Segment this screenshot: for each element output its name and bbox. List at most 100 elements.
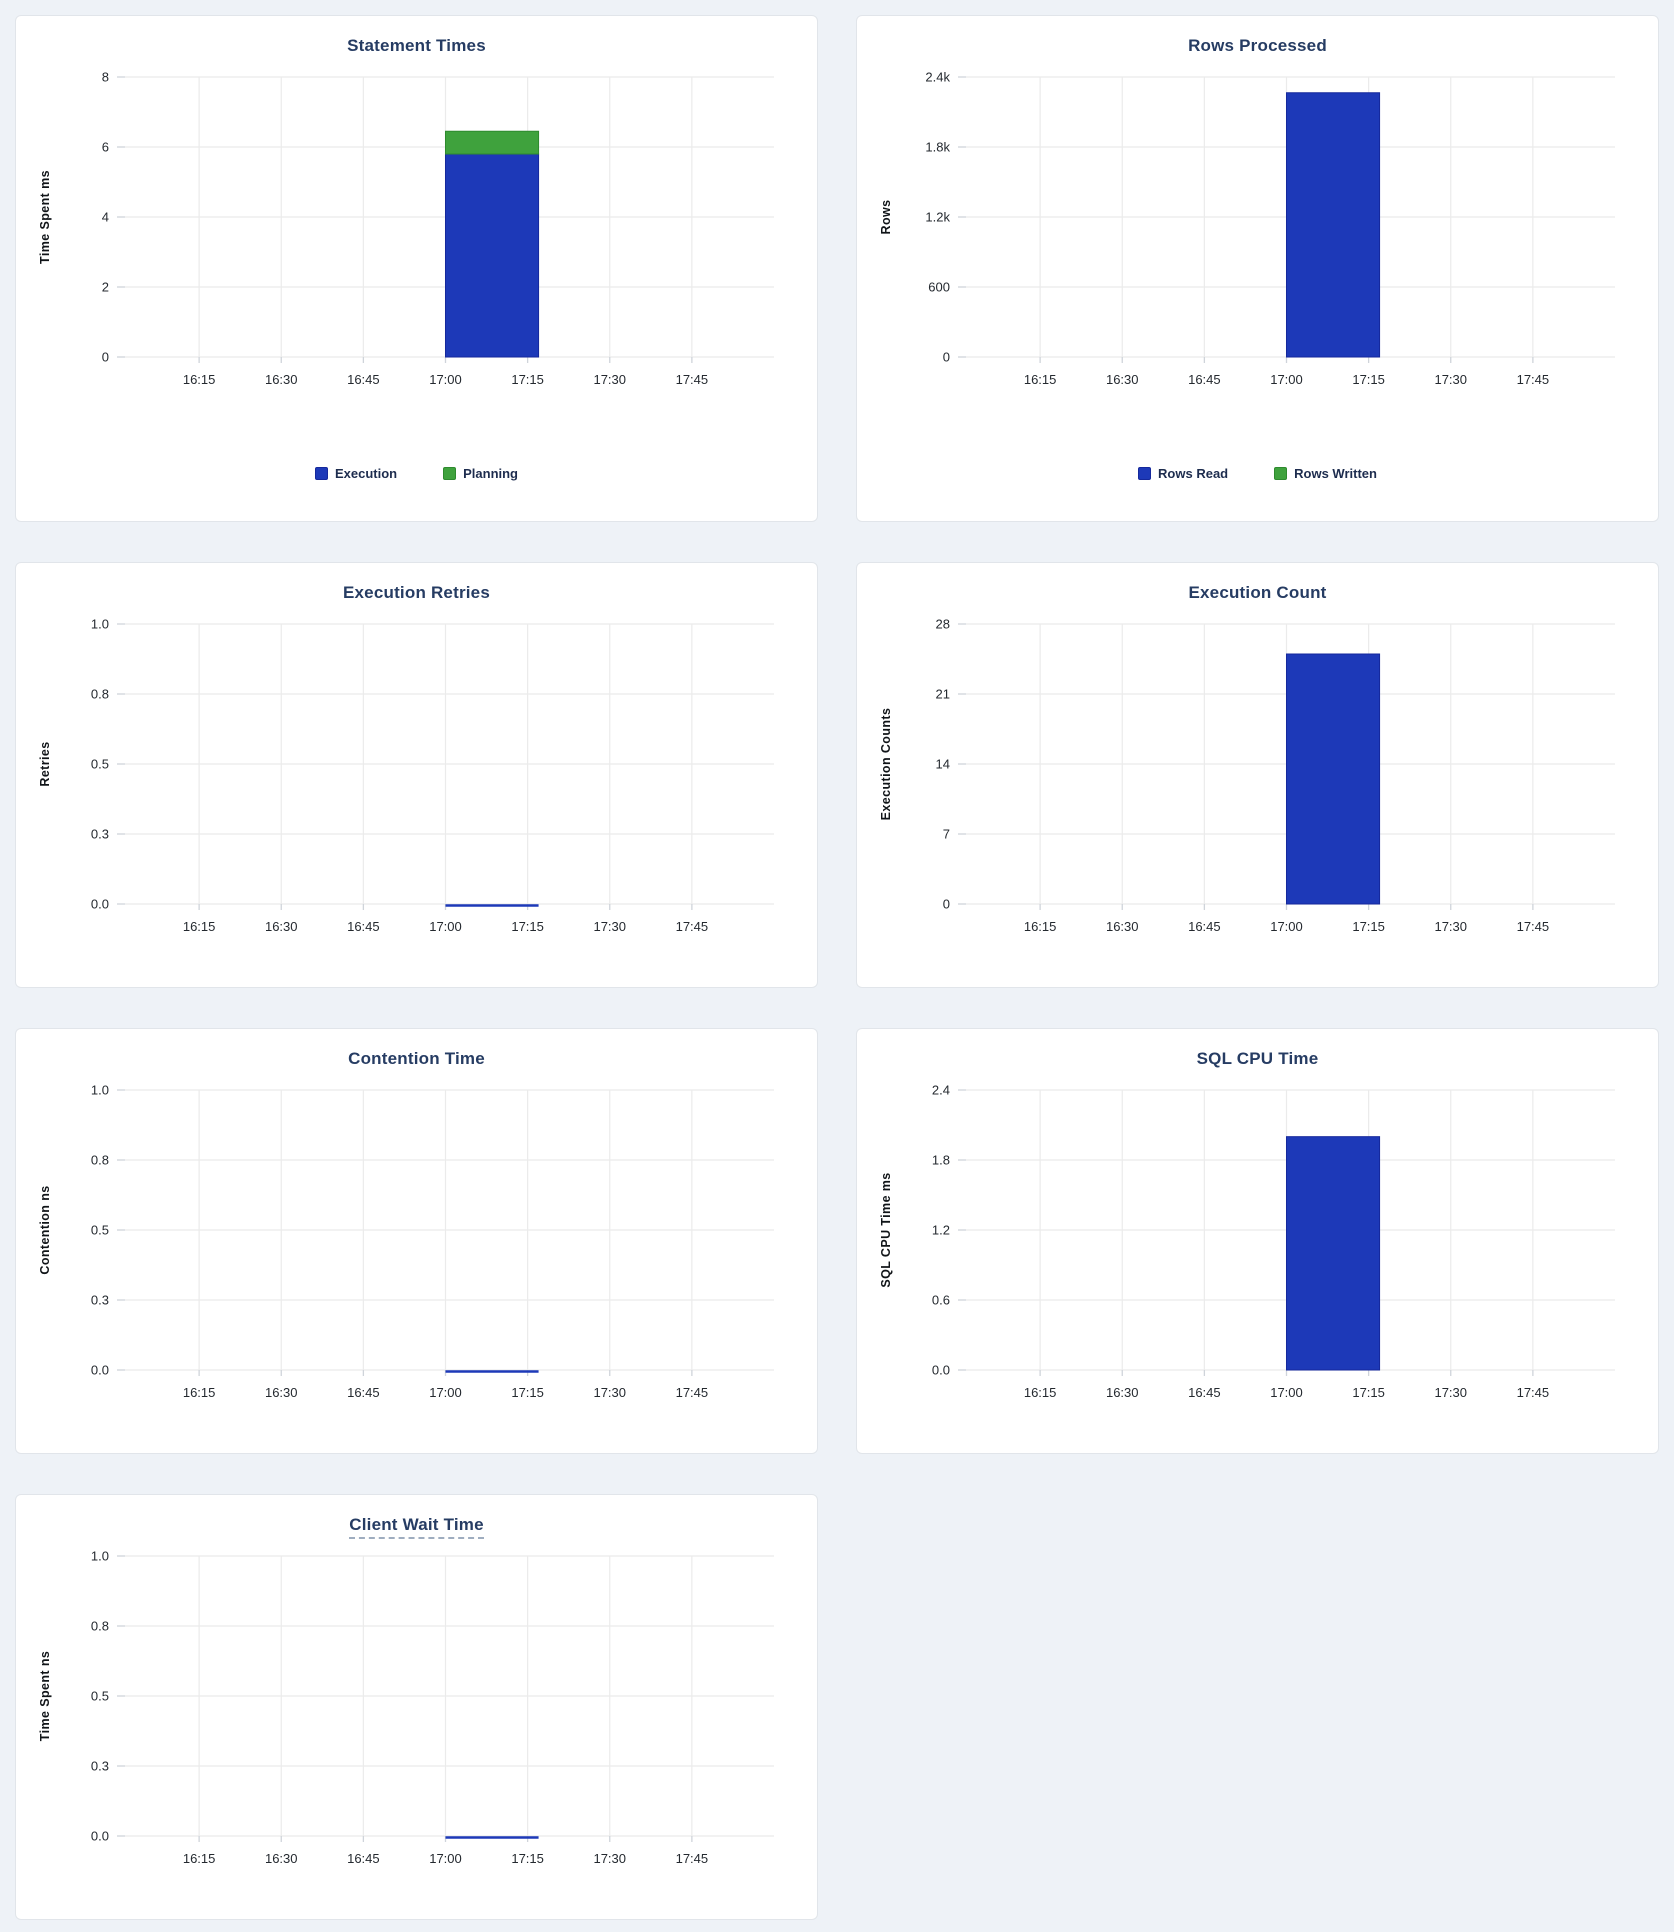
chart-card-execution-retries: Execution Retries 0.0 0.3 0.5 0.8 1.0 16:15 16… [15,562,818,988]
x-tick-label: 17:30 [593,1385,626,1400]
planning-swatch-icon [443,467,457,480]
chart-title: Client Wait Time [16,1495,817,1541]
statement-times-chart[interactable]: 0 2 4 6 8 16:15 16:30 16:45 17:00 17:15 17:30 17:45… [17,62,817,440]
x-tick-label: 17:00 [1270,1385,1303,1400]
contention-time-chart[interactable]: 0.0 0.3 0.5 0.8 1.0 16:15 16:30 16:45 17:00 17:15… [17,1075,817,1453]
x-tick-label: 16:30 [1105,919,1138,934]
x-tick-label: 17:45 [675,1851,708,1866]
rows-processed-chart[interactable]: 0 600 1.2k 1.8k 2.4k 16:15 16:30 16:45 17:00 17:1… [858,62,1658,440]
x-tick-label: 16:30 [1105,372,1138,387]
x-tick-label: 16:15 [182,1851,215,1866]
x-tick-label: 17:45 [675,919,708,934]
y-tick-label: 0.6 [931,1293,949,1308]
x-tick-label: 16:45 [347,919,380,934]
bar-segment[interactable] [444,130,539,155]
legend-item-rows-read: Rows Read [1138,466,1228,481]
x-tick-label: 17:30 [593,919,626,934]
chart-title: Contention Time [16,1029,817,1075]
x-tick-label: 16:45 [1188,372,1221,387]
y-tick-label: 0.0 [90,1363,108,1378]
legend-item-planning: Planning [443,466,518,481]
client-wait-time-chart[interactable]: 0.0 0.3 0.5 0.8 1.0 16:15 16:30 16:45 17:00 17:15… [17,1541,817,1919]
x-tick-label: 17:15 [1352,372,1385,387]
chart-legend: Execution Planning [16,466,817,521]
x-tick-label: 16:30 [264,919,297,934]
y-tick-label: 8 [101,70,108,85]
y-tick-label: 1.0 [90,1549,108,1564]
y-tick-label: 0.8 [90,1619,108,1634]
chart-title-text: Statement Times [347,36,486,55]
y-axis-label: SQL CPU Time ms [879,1172,893,1287]
x-tick-label: 17:00 [1270,372,1303,387]
x-tick-label: 16:45 [347,1851,380,1866]
execution-retries-chart[interactable]: 0.0 0.3 0.5 0.8 1.0 16:15 16:30 16:45 17:00 17:15… [17,609,817,987]
y-tick-label: 14 [935,757,949,772]
x-tick-label: 16:15 [182,1385,215,1400]
y-axis-label: Execution Counts [879,708,893,821]
y-tick-label: 0.5 [90,757,108,772]
legend-label: Planning [463,466,518,481]
y-tick-label: 2.4k [925,70,950,85]
x-tick-label: 17:30 [593,1851,626,1866]
y-tick-label: 0.0 [931,1363,949,1378]
chart-title: Rows Processed [857,16,1658,62]
y-tick-label: 7 [942,827,949,842]
y-axis-label: Rows [879,200,893,235]
y-tick-label: 0.3 [90,1759,108,1774]
y-tick-label: 0.0 [90,897,108,912]
y-tick-label: 0 [101,350,108,365]
execution-swatch-icon [314,467,328,480]
chart-card-execution-count: Execution Count 0 7 14 21 28 16:15 16:30 16:45 1… [856,562,1659,988]
chart-title: Execution Retries [16,563,817,609]
x-tick-label: 16:45 [1188,919,1221,934]
y-tick-label: 0.8 [90,687,108,702]
x-tick-label: 16:15 [1023,919,1056,934]
y-tick-label: 0.3 [90,827,108,842]
y-axis-label: Time Spent ns [38,1651,52,1741]
legend-label: Execution [334,466,398,481]
x-tick-label: 17:00 [429,1851,462,1866]
x-tick-label: 17:45 [1516,372,1549,387]
x-tick-label: 17:45 [1516,919,1549,934]
y-tick-label: 0.8 [90,1153,108,1168]
bar-segment[interactable] [1285,1136,1380,1371]
execution-count-chart[interactable]: 0 7 14 21 28 16:15 16:30 16:45 17:00 17:15 17:30 17… [858,609,1658,987]
x-tick-label: 16:15 [1023,1385,1056,1400]
y-axis-label: Contention ns [38,1185,52,1274]
legend-item-rows-written: Rows Written [1274,466,1377,481]
y-tick-label: 1.8k [925,140,950,155]
bar-segment[interactable] [1285,92,1380,358]
x-tick-label: 17:15 [511,372,544,387]
x-tick-label: 17:30 [593,372,626,387]
rows-read-swatch-icon [1138,467,1152,480]
y-tick-label: 28 [935,617,949,632]
x-tick-label: 16:15 [182,919,215,934]
x-tick-label: 17:30 [1434,372,1467,387]
bar-segment[interactable] [1285,653,1380,905]
x-tick-label: 17:00 [1270,919,1303,934]
x-tick-label: 17:15 [511,919,544,934]
legend-label: Rows Written [1294,466,1377,481]
sql-cpu-time-chart[interactable]: 0.0 0.6 1.2 1.8 2.4 16:15 16:30 16:45 17:00 17:15… [858,1075,1658,1453]
y-tick-label: 0 [942,350,949,365]
chart-title-text: Execution Retries [342,583,490,602]
x-tick-label: 16:15 [1023,372,1056,387]
y-tick-label: 4 [101,210,108,225]
x-tick-label: 16:15 [182,372,215,387]
x-tick-label: 16:45 [347,372,380,387]
x-tick-label: 17:45 [675,1385,708,1400]
chart-title: SQL CPU Time [857,1029,1658,1075]
chart-title: Execution Count [857,563,1658,609]
bar-segment[interactable] [444,153,539,358]
y-tick-label: 0.5 [90,1689,108,1704]
x-tick-label: 17:15 [511,1385,544,1400]
y-tick-label: 0 [942,897,949,912]
x-tick-label: 16:30 [1105,1385,1138,1400]
x-tick-label: 17:15 [1352,1385,1385,1400]
x-tick-label: 17:30 [1434,919,1467,934]
y-tick-label: 1.0 [90,617,108,632]
x-tick-label: 17:00 [429,1385,462,1400]
y-tick-label: 1.0 [90,1083,108,1098]
chart-title-tooltip-trigger[interactable]: Client Wait Time [349,1515,484,1539]
x-tick-label: 16:45 [347,1385,380,1400]
